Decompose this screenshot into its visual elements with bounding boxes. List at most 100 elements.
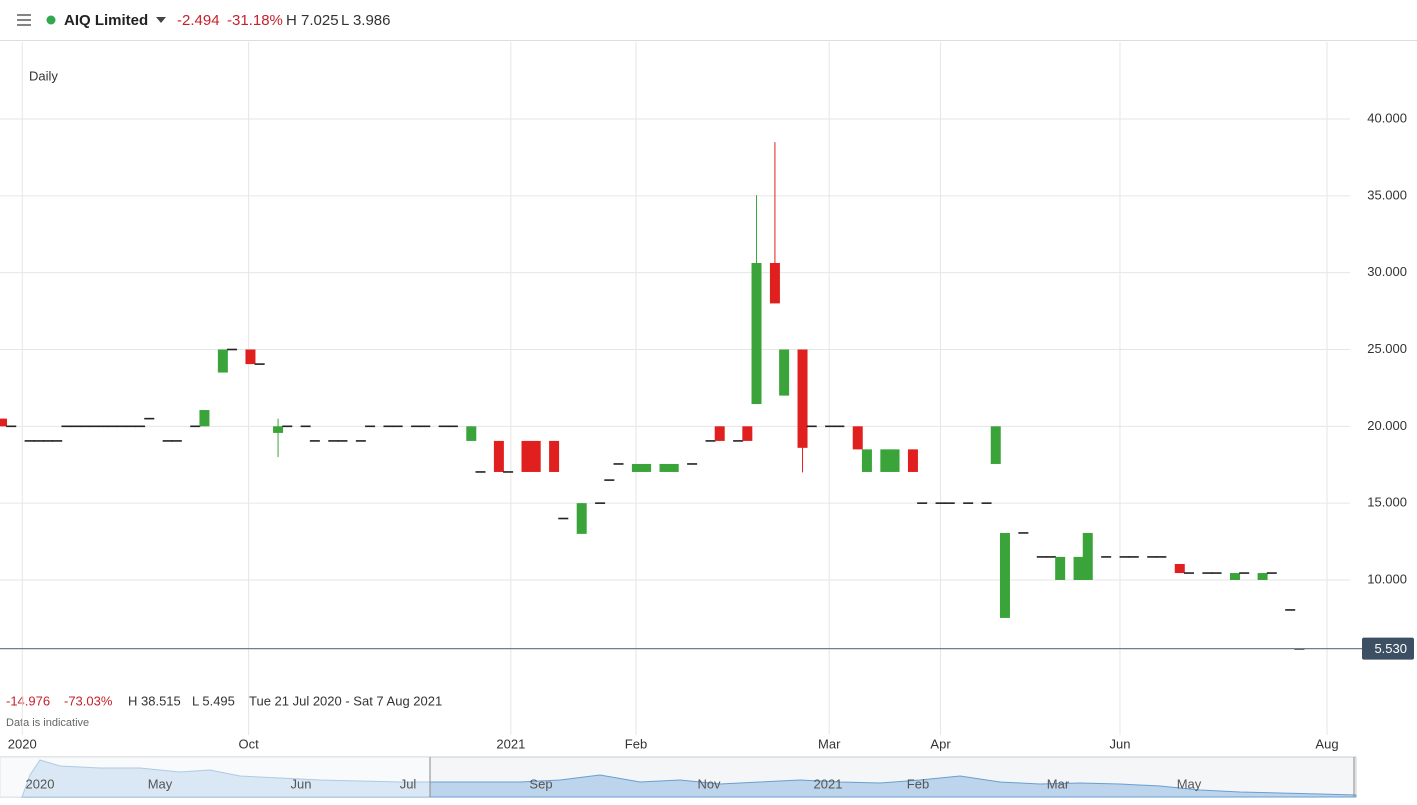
candle-body: [199, 410, 210, 427]
candle-body: [530, 440, 541, 472]
candle-body: [917, 502, 928, 504]
candle-body: [935, 502, 946, 504]
menu-icon[interactable]: [17, 14, 31, 26]
navigator-label: Feb: [907, 776, 929, 791]
candle-body: [162, 440, 173, 442]
candle-body: [549, 440, 560, 472]
candle-body: [33, 440, 44, 442]
candle-body: [1211, 572, 1222, 574]
low: L 3.986: [341, 12, 391, 29]
navigator-area: [21, 759, 1357, 798]
candle-body: [769, 262, 780, 304]
candle-body: [751, 262, 762, 405]
candle-body: [981, 502, 992, 504]
high: H 7.025: [286, 12, 339, 29]
y-tick-label: 15.000: [1367, 495, 1407, 510]
candle-body: [779, 349, 790, 396]
candle-body: [355, 440, 366, 442]
candle-body: [438, 425, 449, 428]
candle-body: [889, 449, 900, 472]
candle-body: [631, 463, 642, 472]
candle-body: [107, 425, 118, 428]
candle-body: [999, 532, 1010, 618]
x-tick-label: Aug: [1315, 736, 1338, 751]
candle-body: [742, 426, 753, 441]
candle-body: [52, 440, 63, 442]
candle-body: [880, 449, 891, 472]
candle-body: [613, 463, 624, 465]
candle-body: [254, 363, 265, 365]
y-tick-label: 20.000: [1367, 418, 1407, 433]
candle-body: [1128, 556, 1139, 558]
y-tick-label: 10.000: [1367, 571, 1407, 586]
change-pct: -31.18%: [227, 12, 283, 29]
x-tick-label: Oct: [238, 736, 259, 751]
navigator-mask: [0, 757, 430, 797]
candle-body: [1119, 556, 1130, 558]
candle-body: [1285, 609, 1296, 611]
candle-body: [392, 425, 403, 428]
period-high: H 38.515: [128, 693, 181, 708]
dropdown-arrow[interactable]: [156, 17, 166, 23]
candle-body: [825, 425, 836, 428]
instrument-name[interactable]: AIQ Limited: [64, 12, 148, 29]
candle-body: [907, 449, 918, 472]
candle-body: [714, 426, 725, 441]
candle-body: [1229, 573, 1240, 580]
candle-body: [668, 463, 679, 472]
x-tick-label: Jun: [1109, 736, 1130, 751]
candle-body: [1257, 573, 1268, 580]
x-tick-label: 2021: [496, 736, 525, 751]
x-tick-label: Apr: [930, 736, 951, 751]
interval: Daily: [29, 68, 58, 83]
last-price-label: 5.530: [1374, 641, 1407, 656]
period-range: Tue 21 Jul 2020 - Sat 7 Aug 2021: [249, 693, 442, 708]
navigator-label: Sep: [529, 776, 552, 791]
candle-body: [503, 471, 514, 473]
status-dot: [46, 15, 56, 25]
navigator-label: 2021: [814, 776, 843, 791]
candle-body: [834, 425, 845, 428]
candle-body: [309, 440, 320, 442]
candle-body: [245, 349, 256, 365]
candle-body: [1055, 556, 1066, 580]
candle-body: [43, 440, 54, 442]
candle-body: [24, 440, 35, 442]
candle-body: [806, 425, 817, 428]
candle-body: [1073, 556, 1084, 580]
candle-body: [521, 440, 532, 472]
navigator[interactable]: 2020 May Jun Jul Sep Nov 2021 Feb Mar May: [0, 756, 1357, 798]
candle-body: [1045, 556, 1056, 558]
candle-body: [171, 440, 182, 442]
last-price-box: [1362, 637, 1414, 660]
candle-body: [300, 425, 311, 428]
candle-body: [1018, 532, 1029, 534]
candle-body: [1036, 556, 1047, 558]
candle-body: [595, 502, 606, 504]
candle-body: [852, 426, 863, 450]
candle-body: [576, 503, 587, 534]
candle-body: [144, 417, 155, 420]
candle-body: [365, 425, 376, 428]
candle-body: [797, 349, 808, 448]
candle-body: [420, 425, 431, 428]
candle-body: [273, 426, 284, 433]
x-tick-label: Mar: [818, 736, 841, 751]
period-change: -14.976: [6, 693, 50, 708]
candle-body: [383, 425, 394, 428]
candle-body: [659, 463, 670, 472]
period-low: L 5.495: [192, 693, 235, 708]
candle-body: [227, 348, 238, 351]
period-change-pct: -73.03%: [64, 693, 113, 708]
candle-body: [733, 440, 744, 442]
candle-body: [1174, 563, 1185, 574]
candle-body: [1266, 572, 1277, 574]
candle-body: [125, 425, 136, 428]
navigator-label: Mar: [1047, 776, 1070, 791]
candle-body: [687, 463, 698, 465]
candle-body: [70, 425, 81, 428]
candle-body: [6, 425, 17, 428]
candle-body: [411, 425, 422, 428]
change: -2.494: [177, 12, 220, 29]
